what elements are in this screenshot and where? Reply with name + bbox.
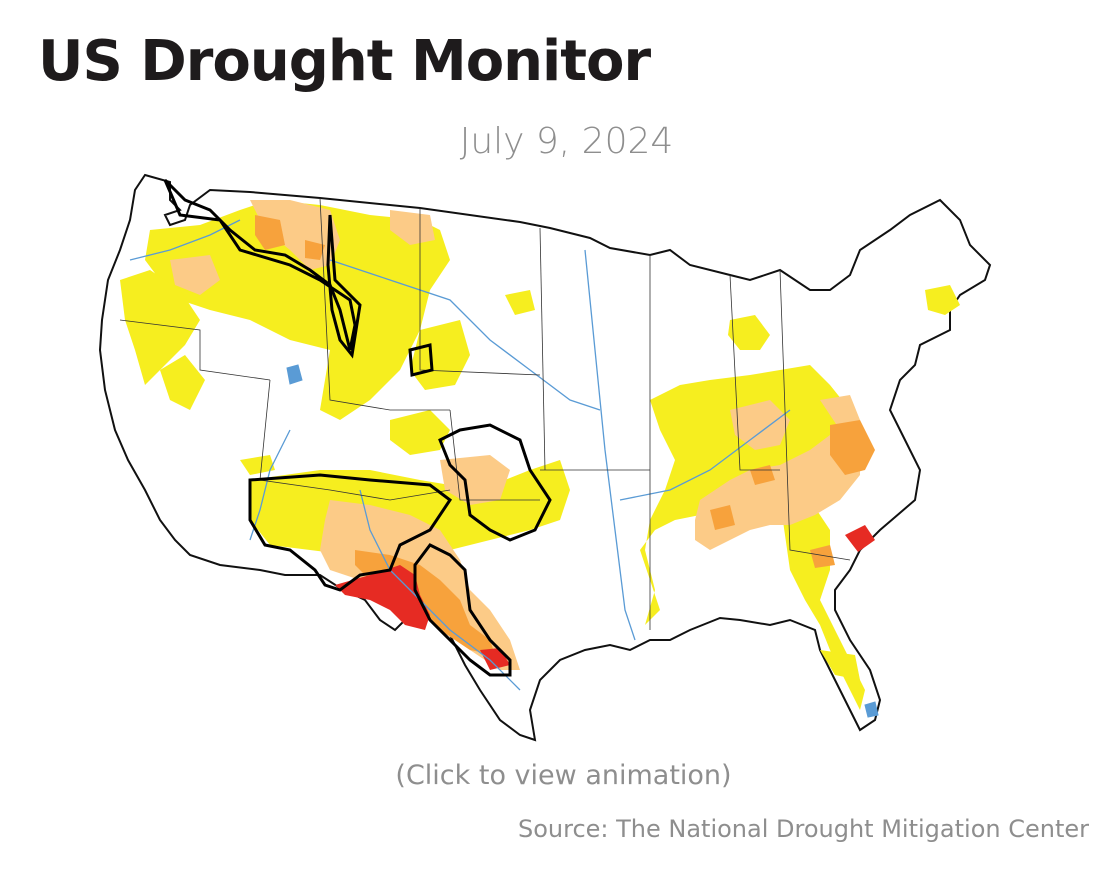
source-credit: Source: The National Drought Mitigation … [517,815,1089,843]
lake-okeechobee [864,701,879,718]
drought-map[interactable] [90,170,1020,760]
state-borders [119,197,851,630]
river-missouri [329,259,601,411]
drought-impact-outlines [163,178,552,677]
river-ohio [619,409,791,501]
map-date: July 9, 2024 [459,121,674,162]
page-title: US Drought Monitor [38,29,651,94]
great-salt-lake [286,364,303,385]
drought-map-svg [98,173,992,742]
animation-link[interactable]: (Click to view animation) [395,760,732,791]
river-colorado [249,429,291,541]
